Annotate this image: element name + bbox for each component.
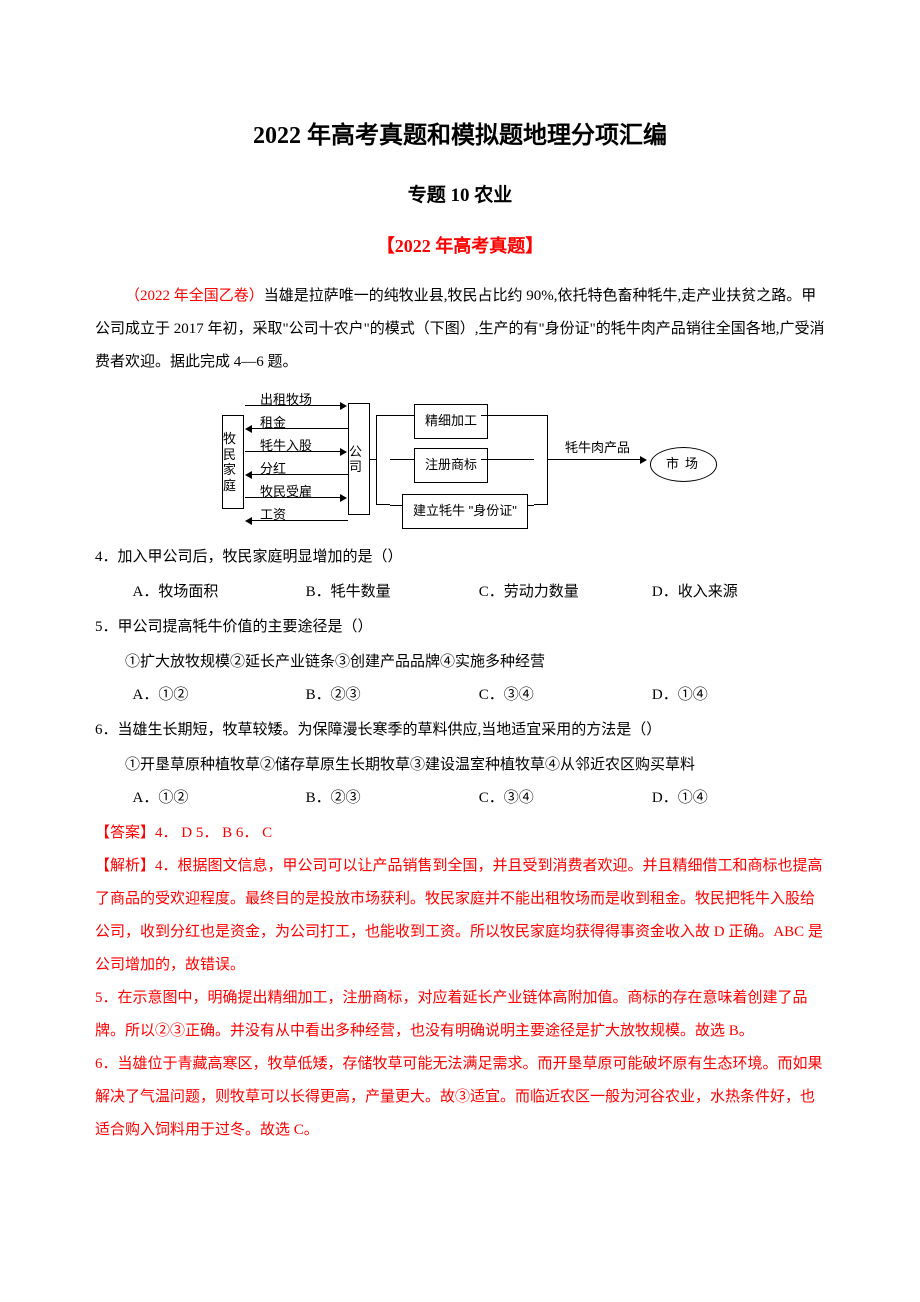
sub-title: 专题 10 农业 bbox=[95, 175, 825, 217]
q5-opt-c: C．③④ bbox=[479, 679, 652, 712]
connector-line bbox=[390, 459, 414, 460]
q4-opt-c: C．劳动力数量 bbox=[479, 576, 652, 609]
proc-trademark: 注册商标 bbox=[414, 448, 488, 483]
arrow-line bbox=[245, 497, 345, 498]
connector-line bbox=[528, 505, 534, 506]
q6-options: A．①② B．②③ C．③④ D．①④ bbox=[95, 782, 825, 815]
q6-opt-c: C．③④ bbox=[479, 782, 652, 815]
bracket-right bbox=[534, 415, 548, 505]
connector-line bbox=[481, 415, 534, 416]
explanation-block: 【解析】4．根据图文信息，甲公司可以让产品销售到全国，并且受到消费者欢迎。并且精… bbox=[95, 850, 825, 1147]
q5-opt-d: D．①④ bbox=[652, 679, 825, 712]
arrow-head-icon bbox=[245, 425, 252, 433]
q6-items: ①开垦草原种植牧草②储存草原生长期牧草③建设温室种植牧草④从邻近农区购买草料 bbox=[95, 749, 825, 782]
arrow-line bbox=[562, 459, 640, 460]
q4-opt-b: B．牦牛数量 bbox=[306, 576, 479, 609]
flow-diagram: 牧民家庭 公司 出租牧场 租金 牦牛入股 分红 牧民受雇 工资 bbox=[190, 389, 730, 529]
section-header: 【2022 年高考真题】 bbox=[95, 227, 825, 267]
connector-line bbox=[390, 415, 414, 416]
proc-id: 建立牦牛 "身份证" bbox=[402, 494, 528, 529]
q4-options: A．牧场面积 B．牦牛数量 C．劳动力数量 D．收入来源 bbox=[95, 576, 825, 609]
q5-items: ①扩大放牧规模②延长产业链条③创建产品品牌④实施多种经营 bbox=[95, 646, 825, 679]
box-herder-family: 牧民家庭 bbox=[222, 415, 244, 509]
q4-stem: 4．加入甲公司后，牧民家庭明显增加的是（） bbox=[95, 541, 825, 574]
passage-intro: （2022 年全国乙卷）当雄是拉萨唯一的纯牧业县,牧民占比约 90%,依托特色畜… bbox=[95, 280, 825, 379]
q4-opt-d: D．收入来源 bbox=[652, 576, 825, 609]
explanation-q6: 6．当雄位于青藏高寒区，牧草低矮，存储牧草可能无法满足需求。而开垦草原可能破坏原… bbox=[95, 1048, 825, 1147]
connector-line bbox=[370, 459, 376, 460]
arrow-line bbox=[245, 405, 345, 406]
bracket-left bbox=[376, 415, 390, 505]
q6-stem: 6．当雄生长期短，牧草较矮。为保障漫长寒季的草料供应,当地适宜采用的方法是（） bbox=[95, 714, 825, 747]
connector-line bbox=[548, 459, 562, 460]
proc-fine-processing: 精细加工 bbox=[414, 404, 488, 439]
arrow-head-icon bbox=[640, 456, 647, 464]
arrow-line bbox=[252, 474, 348, 475]
q6-opt-a: A．①② bbox=[133, 782, 306, 815]
arrow-line bbox=[252, 520, 348, 521]
connector-line bbox=[481, 459, 534, 460]
q5-opt-a: A．①② bbox=[133, 679, 306, 712]
arrow-head-icon bbox=[245, 471, 252, 479]
source-tag: （2022 年全国乙卷） bbox=[125, 288, 264, 304]
explanation-q4: 【解析】4．根据图文信息，甲公司可以让产品销售到全国，并且受到消费者欢迎。并且精… bbox=[95, 850, 825, 982]
arrow-line bbox=[252, 428, 348, 429]
diagram-container: 牧民家庭 公司 出租牧场 租金 牦牛入股 分红 牧民受雇 工资 bbox=[95, 389, 825, 529]
arrow-head-icon bbox=[245, 517, 252, 525]
q6-opt-b: B．②③ bbox=[306, 782, 479, 815]
market-oval: 市场 bbox=[650, 447, 717, 482]
q4-opt-a: A．牧场面积 bbox=[133, 576, 306, 609]
link-wage: 工资 bbox=[260, 501, 360, 530]
q5-stem: 5．甲公司提高牦牛价值的主要途径是（） bbox=[95, 611, 825, 644]
q6-opt-d: D．①④ bbox=[652, 782, 825, 815]
q5-opt-b: B．②③ bbox=[306, 679, 479, 712]
explanation-q5: 5．在示意图中，明确提出精细加工，注册商标，对应着延长产业链体高附加值。商标的存… bbox=[95, 982, 825, 1048]
arrow-line bbox=[245, 451, 345, 452]
answer-line: 【答案】4． D 5． B 6． C bbox=[95, 817, 825, 850]
q5-options: A．①② B．②③ C．③④ D．①④ bbox=[95, 679, 825, 712]
main-title: 2022 年高考真题和模拟题地理分项汇编 bbox=[95, 110, 825, 163]
